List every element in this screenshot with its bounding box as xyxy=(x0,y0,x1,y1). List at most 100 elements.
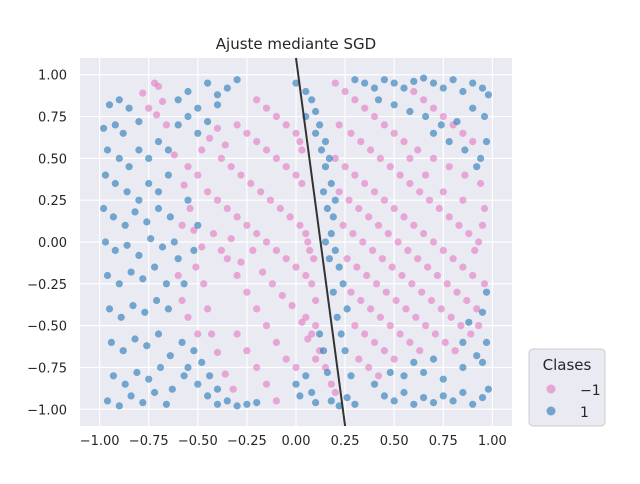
data-point xyxy=(321,238,330,246)
data-point xyxy=(390,204,398,213)
data-point xyxy=(298,318,306,326)
data-point xyxy=(213,400,222,408)
data-point xyxy=(302,87,310,96)
data-point xyxy=(180,280,188,288)
data-point xyxy=(331,196,339,204)
data-point xyxy=(184,163,192,171)
data-point xyxy=(406,107,414,116)
data-point xyxy=(357,296,365,305)
data-point xyxy=(272,397,280,405)
data-point xyxy=(111,179,119,188)
data-point xyxy=(410,358,418,366)
data-point xyxy=(194,330,202,338)
data-point xyxy=(341,347,349,355)
data-point xyxy=(282,355,290,363)
data-point xyxy=(111,121,119,129)
data-point xyxy=(341,87,349,96)
data-point xyxy=(465,318,473,326)
data-point xyxy=(386,322,394,330)
data-point xyxy=(361,179,369,188)
data-point xyxy=(367,305,375,313)
data-point xyxy=(139,89,147,97)
data-point xyxy=(208,330,216,338)
data-point xyxy=(292,263,300,271)
data-point xyxy=(390,129,398,137)
data-point xyxy=(243,400,251,408)
y-tick-label: 0.00 xyxy=(38,236,67,251)
data-point xyxy=(420,368,428,377)
data-point xyxy=(145,104,153,112)
data-point xyxy=(262,104,271,112)
data-point xyxy=(435,204,443,213)
data-point xyxy=(162,280,170,288)
data-point xyxy=(194,104,202,112)
data-point xyxy=(439,246,447,254)
data-point xyxy=(380,392,388,400)
data-point xyxy=(469,138,477,146)
data-point xyxy=(414,255,422,263)
data-point xyxy=(178,296,186,305)
x-tick-label: 0.50 xyxy=(380,434,409,449)
data-point xyxy=(184,363,192,372)
data-point xyxy=(204,79,212,87)
data-point xyxy=(480,204,489,213)
data-point xyxy=(478,84,487,92)
data-point xyxy=(410,400,418,408)
x-tick-label: −0.25 xyxy=(227,434,267,449)
data-point xyxy=(227,235,235,243)
data-point xyxy=(184,112,192,121)
data-point xyxy=(473,352,481,360)
data-point xyxy=(369,246,377,254)
data-point xyxy=(482,288,491,296)
data-point xyxy=(335,402,343,410)
data-point xyxy=(282,163,290,171)
data-point xyxy=(357,138,365,146)
data-point xyxy=(153,296,161,305)
data-point xyxy=(184,87,192,96)
data-point xyxy=(145,375,153,383)
data-point xyxy=(115,402,123,410)
data-point xyxy=(347,288,355,296)
data-points xyxy=(100,74,492,410)
data-point xyxy=(461,171,469,179)
data-point xyxy=(378,255,386,263)
data-point xyxy=(308,96,316,104)
data-point xyxy=(427,296,436,305)
data-point xyxy=(459,363,467,372)
data-point xyxy=(223,204,231,213)
data-point xyxy=(229,385,237,393)
data-point xyxy=(459,263,467,271)
data-point xyxy=(111,246,119,254)
data-point xyxy=(390,79,398,87)
data-point xyxy=(223,255,231,263)
data-point xyxy=(200,280,208,288)
y-tick-label: −1.00 xyxy=(27,403,67,418)
data-point xyxy=(213,385,222,393)
data-point xyxy=(257,188,265,196)
data-point xyxy=(478,308,487,316)
data-point xyxy=(414,146,422,154)
data-point xyxy=(121,221,129,229)
data-point xyxy=(312,296,320,305)
data-point xyxy=(439,112,447,121)
data-point xyxy=(386,368,394,377)
data-point xyxy=(316,121,324,129)
data-point xyxy=(164,171,172,179)
data-point xyxy=(447,313,455,321)
data-point xyxy=(347,129,355,137)
data-point xyxy=(390,397,398,405)
data-point xyxy=(316,330,324,338)
data-point xyxy=(302,230,310,238)
data-point xyxy=(370,380,379,388)
data-point xyxy=(233,121,241,129)
data-point xyxy=(180,181,188,189)
data-point xyxy=(103,397,112,405)
data-point xyxy=(374,372,383,380)
data-point xyxy=(408,280,416,288)
x-tick-label: −0.75 xyxy=(129,434,169,449)
legend-title: Clases xyxy=(543,356,592,374)
data-point xyxy=(331,154,339,162)
data-point xyxy=(237,171,245,179)
data-point xyxy=(422,112,430,121)
